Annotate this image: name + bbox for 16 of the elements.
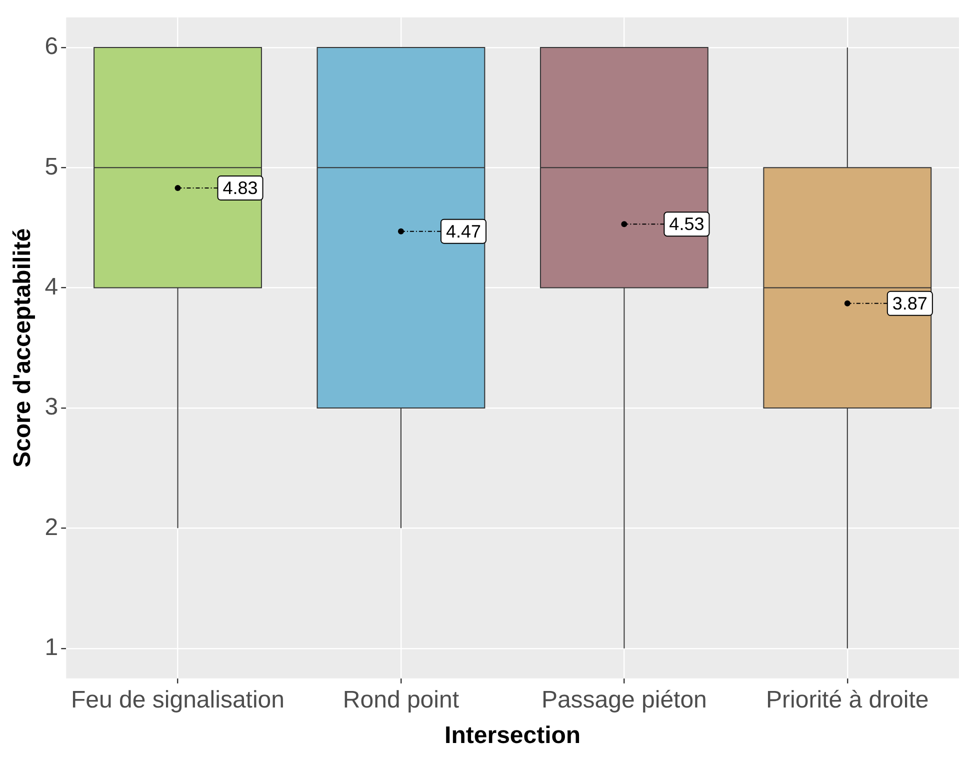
y-tick-label: 2: [44, 514, 58, 541]
annotation: 4.47: [446, 221, 482, 242]
annotation: 4.53: [669, 214, 704, 234]
annotation: 4.83: [222, 178, 258, 198]
y-tick-label: 5: [44, 153, 58, 180]
y-tick-label: 4: [44, 273, 58, 300]
y-axis-title: Score d'acceptabilité: [9, 228, 36, 468]
x-tick-label: Priorité à droite: [766, 686, 929, 714]
x-tick-label: Rond point: [342, 686, 460, 714]
y-tick-label: 1: [44, 634, 58, 661]
x-tick-label: Passage piéton: [541, 686, 707, 714]
y-tick-label: 3: [44, 394, 58, 421]
x-axis-title: Intersection: [444, 722, 581, 750]
annotation: 3.87: [892, 293, 928, 314]
y-tick-label: 6: [44, 33, 58, 60]
x-tick-label: Feu de signalisation: [71, 686, 284, 714]
